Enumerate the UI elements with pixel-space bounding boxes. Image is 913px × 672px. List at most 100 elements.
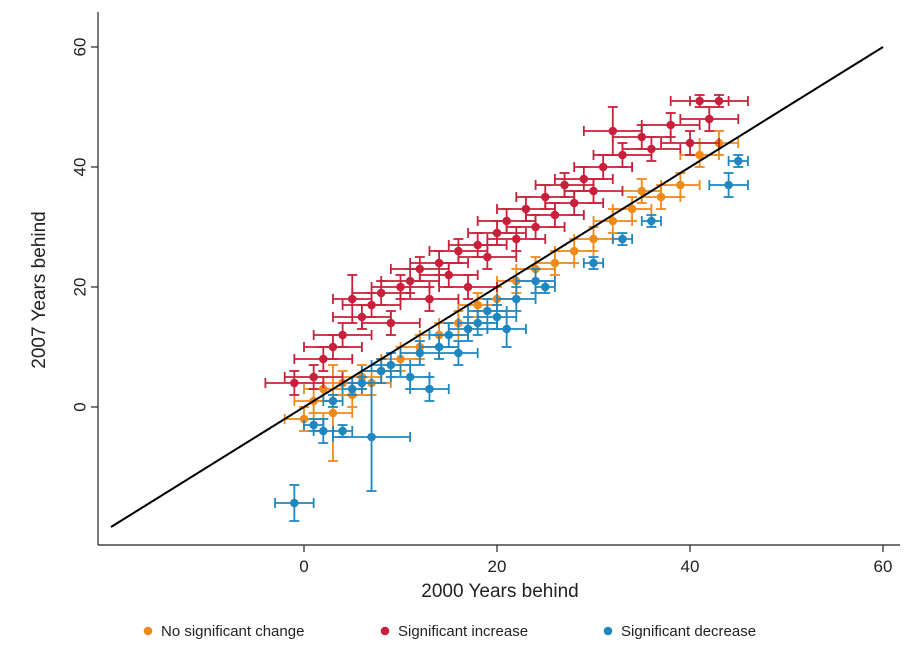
marker	[290, 378, 299, 388]
data-point	[476, 304, 518, 330]
data-point	[264, 370, 325, 396]
reference-line-layer	[110, 46, 884, 528]
legend-item: Significant increase	[380, 623, 528, 640]
x-tick-label: 60	[874, 557, 893, 576]
data-point	[409, 376, 450, 402]
marker	[376, 288, 386, 298]
marker	[415, 264, 425, 274]
x-tick-label: 20	[488, 557, 507, 576]
marker	[319, 384, 328, 394]
marker	[396, 282, 405, 292]
data-point	[467, 298, 508, 324]
marker	[512, 294, 521, 304]
y-tick-label: 20	[71, 278, 90, 297]
data-point	[573, 226, 614, 252]
marker	[309, 372, 318, 382]
marker	[434, 258, 444, 268]
x-axis-title: 2000 Years behind	[421, 581, 578, 602]
marker	[647, 216, 656, 226]
marker	[483, 306, 492, 316]
data-point	[303, 334, 363, 360]
marker	[733, 156, 743, 166]
marker	[386, 360, 396, 370]
marker	[454, 246, 463, 256]
marker	[367, 300, 376, 310]
y-tick-label: 60	[71, 38, 90, 57]
marker	[569, 246, 579, 256]
data-point	[399, 286, 460, 312]
marker	[492, 228, 502, 238]
data-point	[283, 364, 344, 390]
data-point	[360, 310, 421, 336]
marker	[357, 378, 367, 388]
data-point	[293, 346, 354, 372]
data-point	[496, 286, 537, 312]
axes: 0 20 40 60 0 20 40 60	[71, 12, 900, 576]
marker	[319, 426, 328, 436]
data-point	[582, 256, 605, 270]
data-point	[332, 304, 392, 330]
marker	[637, 186, 647, 196]
data-point	[486, 310, 527, 348]
marker	[396, 354, 405, 364]
marker	[405, 276, 415, 286]
marker	[637, 132, 647, 142]
marker	[705, 114, 714, 124]
marker	[444, 270, 454, 280]
data-point	[332, 424, 354, 438]
marker	[415, 348, 425, 358]
marker	[569, 198, 579, 208]
marker	[338, 330, 347, 340]
data-point	[679, 106, 740, 132]
marker	[473, 240, 483, 250]
data-point	[399, 340, 441, 366]
marker	[608, 126, 618, 136]
data-point	[563, 178, 624, 204]
marker	[376, 366, 386, 376]
marker	[425, 294, 434, 304]
legend-label: Significant decrease	[621, 623, 756, 640]
legend-marker	[380, 626, 390, 636]
marker	[550, 210, 560, 220]
marker	[473, 300, 483, 310]
marker	[608, 216, 618, 226]
legend-item: Significant decrease	[603, 623, 756, 640]
marker	[598, 162, 608, 172]
marker	[618, 150, 627, 160]
data-point	[457, 244, 518, 270]
reference-line	[110, 46, 884, 528]
data-point	[438, 274, 498, 300]
y-tick-label: 0	[71, 402, 90, 411]
x-tick-label: 0	[299, 557, 308, 576]
marker	[724, 180, 733, 190]
marker	[444, 330, 454, 340]
data-point	[322, 394, 344, 408]
data-point	[380, 268, 441, 294]
data-point	[351, 280, 412, 306]
legend-label: No significant change	[161, 623, 304, 640]
marker	[347, 384, 357, 394]
marker	[521, 204, 531, 214]
series-significant-increase	[264, 94, 749, 396]
marker	[695, 150, 704, 160]
legend-marker	[143, 626, 153, 636]
data-point	[341, 292, 402, 318]
marker	[357, 312, 367, 322]
data-point	[467, 220, 527, 246]
marker	[685, 138, 695, 148]
legend-marker	[603, 626, 613, 636]
marker	[502, 324, 511, 334]
marker	[328, 396, 338, 406]
marker	[405, 372, 415, 382]
marker	[550, 258, 560, 268]
marker	[309, 420, 318, 430]
data-point	[312, 364, 354, 462]
data-point	[621, 136, 682, 162]
marker	[328, 408, 338, 418]
marker	[666, 120, 675, 130]
data-point	[689, 94, 749, 108]
marker	[531, 222, 540, 232]
marker	[647, 144, 656, 154]
marker	[589, 258, 598, 268]
